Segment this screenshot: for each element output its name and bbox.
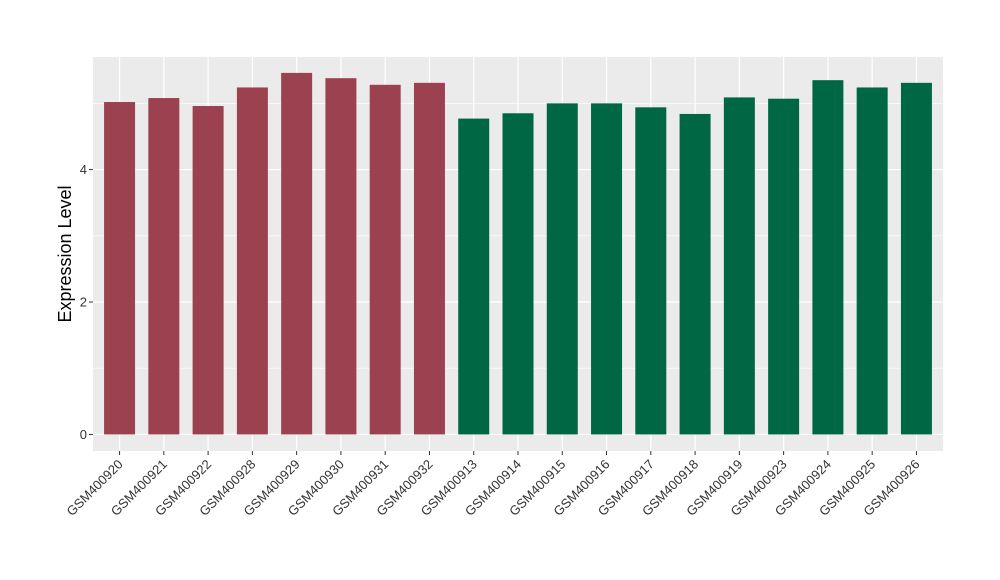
bar-GSM400928 <box>236 87 268 435</box>
bar-GSM400924 <box>812 80 844 435</box>
bar-GSM400923 <box>768 98 800 435</box>
bar-GSM400929 <box>281 72 313 435</box>
bar-GSM400917 <box>635 107 667 435</box>
bar-GSM400915 <box>546 103 578 435</box>
bar-GSM400916 <box>591 103 623 435</box>
bar-GSM400920 <box>104 102 136 435</box>
y-axis: 0 2 4 <box>80 162 93 442</box>
bar-GSM400930 <box>325 78 357 435</box>
bar-GSM400926 <box>900 82 932 435</box>
bar-GSM400925 <box>856 87 888 435</box>
y-tick-label: 4 <box>80 162 87 177</box>
bars <box>104 72 932 435</box>
bar-GSM400918 <box>679 113 711 435</box>
bar-GSM400913 <box>458 118 490 435</box>
bar-GSM400921 <box>148 98 180 435</box>
x-axis: GSM400920GSM400921GSM400922GSM400928GSM4… <box>63 451 923 519</box>
bar-GSM400914 <box>502 113 534 435</box>
y-tick-label: 2 <box>80 295 87 310</box>
y-axis-title: Expression Level <box>55 185 75 322</box>
bar-GSM400919 <box>723 97 755 435</box>
y-tick-label: 0 <box>80 427 87 442</box>
bar-GSM400931 <box>369 84 401 435</box>
bar-GSM400922 <box>192 106 224 435</box>
bar-GSM400932 <box>413 82 445 435</box>
